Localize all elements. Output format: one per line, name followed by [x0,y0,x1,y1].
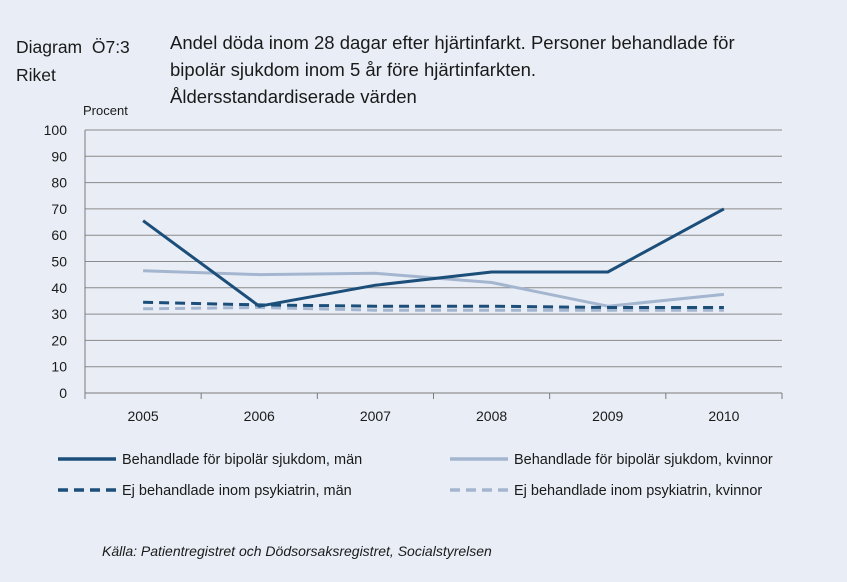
y-tick-label-20: 20 [51,332,67,348]
y-axis-label: Procent [83,103,128,118]
diagram-label: Diagram Ö7:3 Riket [16,33,130,89]
region-label: Riket [16,65,56,85]
y-tick-label-60: 60 [51,227,67,243]
y-tick-label-40: 40 [51,280,67,296]
y-tick-label-90: 90 [51,148,67,164]
x-tick-label-2009: 2009 [592,408,623,424]
y-tick-label-70: 70 [51,201,67,217]
x-tick-label-2006: 2006 [244,408,275,424]
y-tick-label-80: 80 [51,175,67,191]
title-line-2: bipolär sjukdom inom 5 år före hjärtinfa… [170,59,537,80]
title-line-1: Andel döda inom 28 dagar efter hjärtinfa… [170,32,735,53]
y-tick-label-10: 10 [51,359,67,375]
y-tick-label-30: 30 [51,306,67,322]
y-tick-label-100: 100 [44,122,68,138]
x-tick-label-2007: 2007 [360,408,391,424]
series-line-2 [143,269,725,308]
series-line-4 [143,306,724,312]
x-tick-label-2005: 2005 [128,408,159,424]
x-tick-label-2008: 2008 [476,408,507,424]
source-note: Källa: Patientregistret och Dödsorsaksre… [102,543,492,559]
line-chart: 0 10 20 30 40 50 60 70 80 90 100 2005 2006 2007 2008 20… [44,103,783,499]
y-tick-label-50: 50 [51,254,67,270]
series-line-3 [143,300,724,309]
y-tick-label-0: 0 [59,385,67,401]
diagram-id: Diagram Ö7:3 [16,37,130,57]
series-line-1 [142,207,725,308]
legend-label-3: Ej behandlade inom psykiatrin, män [122,483,352,499]
legend-label-4: Ej behandlade inom psykiatrin, kvinnor [514,483,762,499]
chart-title: Andel döda inom 28 dagar efter hjärtinfa… [170,29,840,110]
x-tick-label-2010: 2010 [708,408,739,424]
legend-label-2: Behandlade för bipolär sjukdom, kvinnor [514,452,773,468]
legend-label-1: Behandlade för bipolär sjukdom, män [122,452,362,468]
title-line-3: Åldersstandardiserade värden [170,86,417,107]
